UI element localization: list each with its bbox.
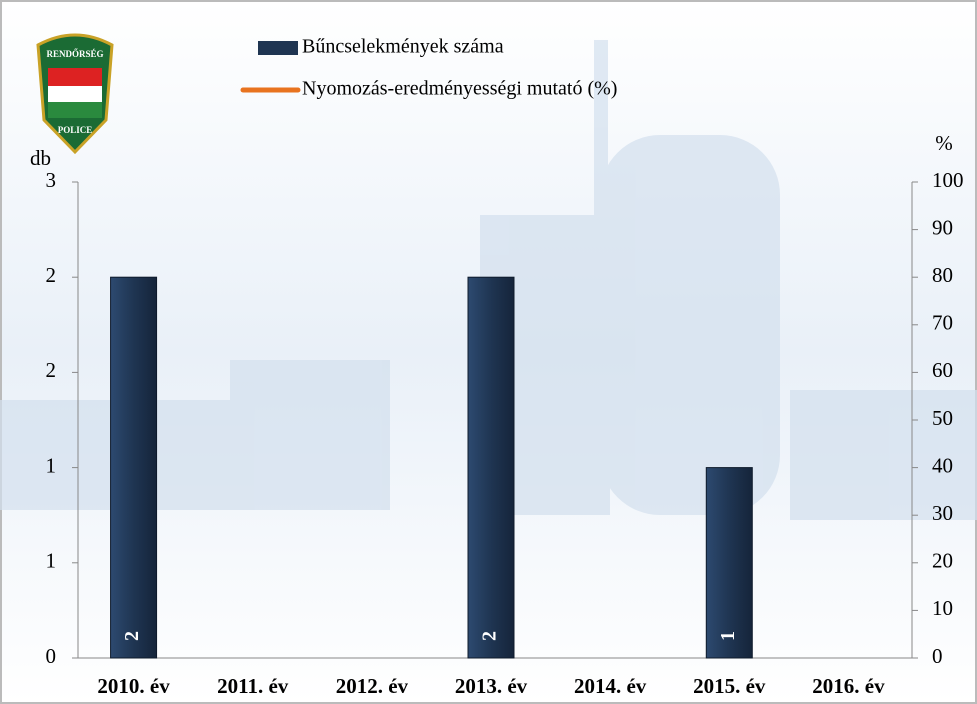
data-label: 2 — [479, 631, 501, 641]
data-label: 1 — [717, 631, 739, 641]
x-tick-label: 2010. év — [97, 674, 170, 698]
y2-tick-label: 20 — [932, 549, 953, 573]
y-tick-label: 1 — [46, 453, 57, 477]
y-tick-label: 2 — [46, 263, 57, 287]
y2-tick-label: 90 — [932, 215, 953, 239]
x-tick-label: 2016. év — [812, 674, 885, 698]
y2-tick-label: 80 — [932, 263, 953, 287]
y2-tick-label: 30 — [932, 501, 953, 525]
x-tick-label: 2012. év — [336, 674, 409, 698]
legend-label: Nyomozás-eredményességi mutató (%) — [302, 78, 617, 100]
logo-bottom-text: POLICE — [58, 125, 93, 135]
bar — [110, 276, 158, 659]
y-axis-label: db — [30, 146, 51, 170]
logo-top-text: RENDŐRSÉG — [46, 49, 103, 59]
y2-axis-label: % — [935, 131, 953, 155]
y-tick-label: 1 — [46, 549, 57, 573]
y-tick-label: 3 — [46, 168, 57, 192]
y2-tick-label: 40 — [932, 453, 953, 477]
data-label: 2 — [121, 631, 143, 641]
legend-swatch — [258, 41, 298, 55]
y-tick-label: 0 — [46, 644, 57, 668]
legend-label: Bűncselekmények száma — [302, 36, 504, 58]
y2-tick-label: 70 — [932, 311, 953, 335]
y2-tick-label: 50 — [932, 406, 953, 430]
x-tick-label: 2013. év — [455, 674, 528, 698]
y2-tick-label: 60 — [932, 358, 953, 382]
y2-tick-label: 100 — [932, 168, 964, 192]
x-tick-label: 2011. év — [217, 674, 289, 698]
bar — [467, 276, 515, 659]
y2-tick-label: 0 — [932, 644, 943, 668]
y2-tick-label: 10 — [932, 596, 953, 620]
bar — [705, 467, 753, 659]
x-tick-label: 2014. év — [574, 674, 647, 698]
x-tick-label: 2015. év — [693, 674, 766, 698]
y-tick-label: 2 — [46, 358, 57, 382]
logo: RENDŐRSÉG POLICE — [36, 33, 114, 155]
